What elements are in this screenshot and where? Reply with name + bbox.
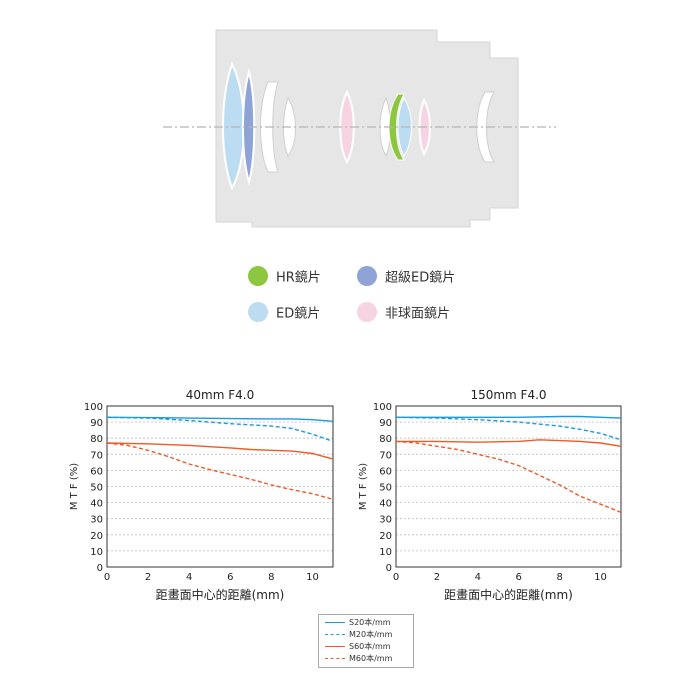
plot-frame bbox=[395, 405, 622, 568]
mtf-legend-label: M60本/mm bbox=[349, 654, 393, 663]
hr-lens-icon bbox=[248, 266, 268, 286]
mtf-legend-label: S20本/mm bbox=[349, 618, 391, 627]
chart-title: 150mm F4.0 bbox=[470, 388, 546, 402]
x-tick-label: 10 bbox=[594, 572, 607, 583]
y-tick-label: 100 bbox=[373, 402, 392, 413]
lens-barrel-silhouette bbox=[215, 29, 519, 228]
mtf-legend-m60: M60本/mm bbox=[325, 653, 392, 664]
series-line-m60mm bbox=[395, 440, 622, 513]
x-tick-label: 8 bbox=[556, 572, 562, 583]
lens-legend-label: ED鏡片 bbox=[276, 306, 321, 322]
x-tick-label: 2 bbox=[145, 572, 151, 583]
aspherical-lens-icon bbox=[357, 302, 377, 322]
y-tick-label: 70 bbox=[90, 450, 103, 461]
x-tick-label: 4 bbox=[475, 572, 481, 583]
y-tick-label: 40 bbox=[379, 499, 392, 510]
y-axis-label: M T F (%) bbox=[358, 463, 369, 510]
y-tick-label: 80 bbox=[379, 434, 392, 445]
x-tick-label: 2 bbox=[434, 572, 440, 583]
y-tick-label: 30 bbox=[90, 515, 103, 526]
y-tick-label: 0 bbox=[386, 563, 392, 574]
mtf-legend-s60: S60本/mm bbox=[325, 641, 391, 652]
y-tick-label: 70 bbox=[379, 450, 392, 461]
y-tick-label: 60 bbox=[379, 466, 392, 477]
x-tick-label: 0 bbox=[104, 572, 110, 583]
y-tick-label: 10 bbox=[90, 547, 103, 558]
lens-legend-hr: HR鏡片 bbox=[248, 266, 321, 286]
mtf-legend-m20: M20本/mm bbox=[325, 629, 392, 640]
series-line-s20mm bbox=[396, 415, 622, 419]
y-tick-label: 90 bbox=[90, 418, 103, 429]
series-line-m20mm bbox=[395, 416, 622, 441]
x-tick-label: 0 bbox=[393, 572, 399, 583]
x-axis-label: 距畫面中心的距離(mm) bbox=[444, 587, 573, 602]
super-ed-lens-icon bbox=[357, 266, 377, 286]
mtf-legend-s20: S20本/mm bbox=[325, 617, 391, 628]
y-tick-label: 80 bbox=[90, 434, 103, 445]
y-tick-label: 0 bbox=[97, 563, 103, 574]
x-axis-label: 距畫面中心的距離(mm) bbox=[156, 587, 285, 602]
lens-element-ed-front bbox=[222, 61, 245, 191]
lens-legend-super-ed: 超級ED鏡片 bbox=[357, 266, 455, 286]
y-tick-label: 100 bbox=[84, 402, 103, 413]
lens-element-rear-last bbox=[476, 91, 495, 163]
series-line-s20mm bbox=[106, 416, 334, 422]
lens-cross-section-diagram bbox=[163, 29, 556, 228]
y-axis-label: M T F (%) bbox=[69, 463, 80, 510]
mtf-legend: S20本/mm M20本/mm S60本/mm M60本/mm bbox=[318, 614, 414, 668]
x-tick-label: 8 bbox=[268, 572, 274, 583]
mtf-legend-label: M20本/mm bbox=[349, 630, 393, 639]
y-tick-label: 50 bbox=[90, 483, 103, 494]
y-tick-label: 90 bbox=[379, 418, 392, 429]
lens-legend-label: HR鏡片 bbox=[276, 270, 321, 286]
x-tick-label: 6 bbox=[516, 572, 522, 583]
y-tick-label: 30 bbox=[379, 515, 392, 526]
x-tick-label: 10 bbox=[306, 572, 319, 583]
series-line-m20mm bbox=[106, 416, 334, 443]
lens-legend-ed: ED鏡片 bbox=[248, 302, 320, 322]
x-tick-label: 4 bbox=[186, 572, 192, 583]
mtf-legend-label: S60本/mm bbox=[349, 642, 391, 651]
lens-element-hr bbox=[388, 93, 405, 161]
ed-lens-icon bbox=[248, 302, 268, 322]
y-tick-label: 20 bbox=[379, 531, 392, 542]
series-line-s60mm bbox=[106, 442, 334, 460]
y-tick-label: 60 bbox=[90, 466, 103, 477]
lens-legend-label: 超級ED鏡片 bbox=[385, 270, 456, 286]
y-tick-label: 50 bbox=[379, 483, 392, 494]
plot-frame bbox=[106, 405, 334, 568]
y-tick-label: 10 bbox=[379, 547, 392, 558]
x-tick-label: 6 bbox=[227, 572, 233, 583]
y-tick-label: 40 bbox=[90, 499, 103, 510]
chart-title: 40mm F4.0 bbox=[186, 388, 254, 402]
y-tick-label: 20 bbox=[90, 531, 103, 542]
series-line-s60mm bbox=[396, 439, 622, 447]
lens-legend-label: 非球面鏡片 bbox=[385, 306, 451, 322]
lens-legend-aspherical: 非球面鏡片 bbox=[357, 302, 450, 322]
